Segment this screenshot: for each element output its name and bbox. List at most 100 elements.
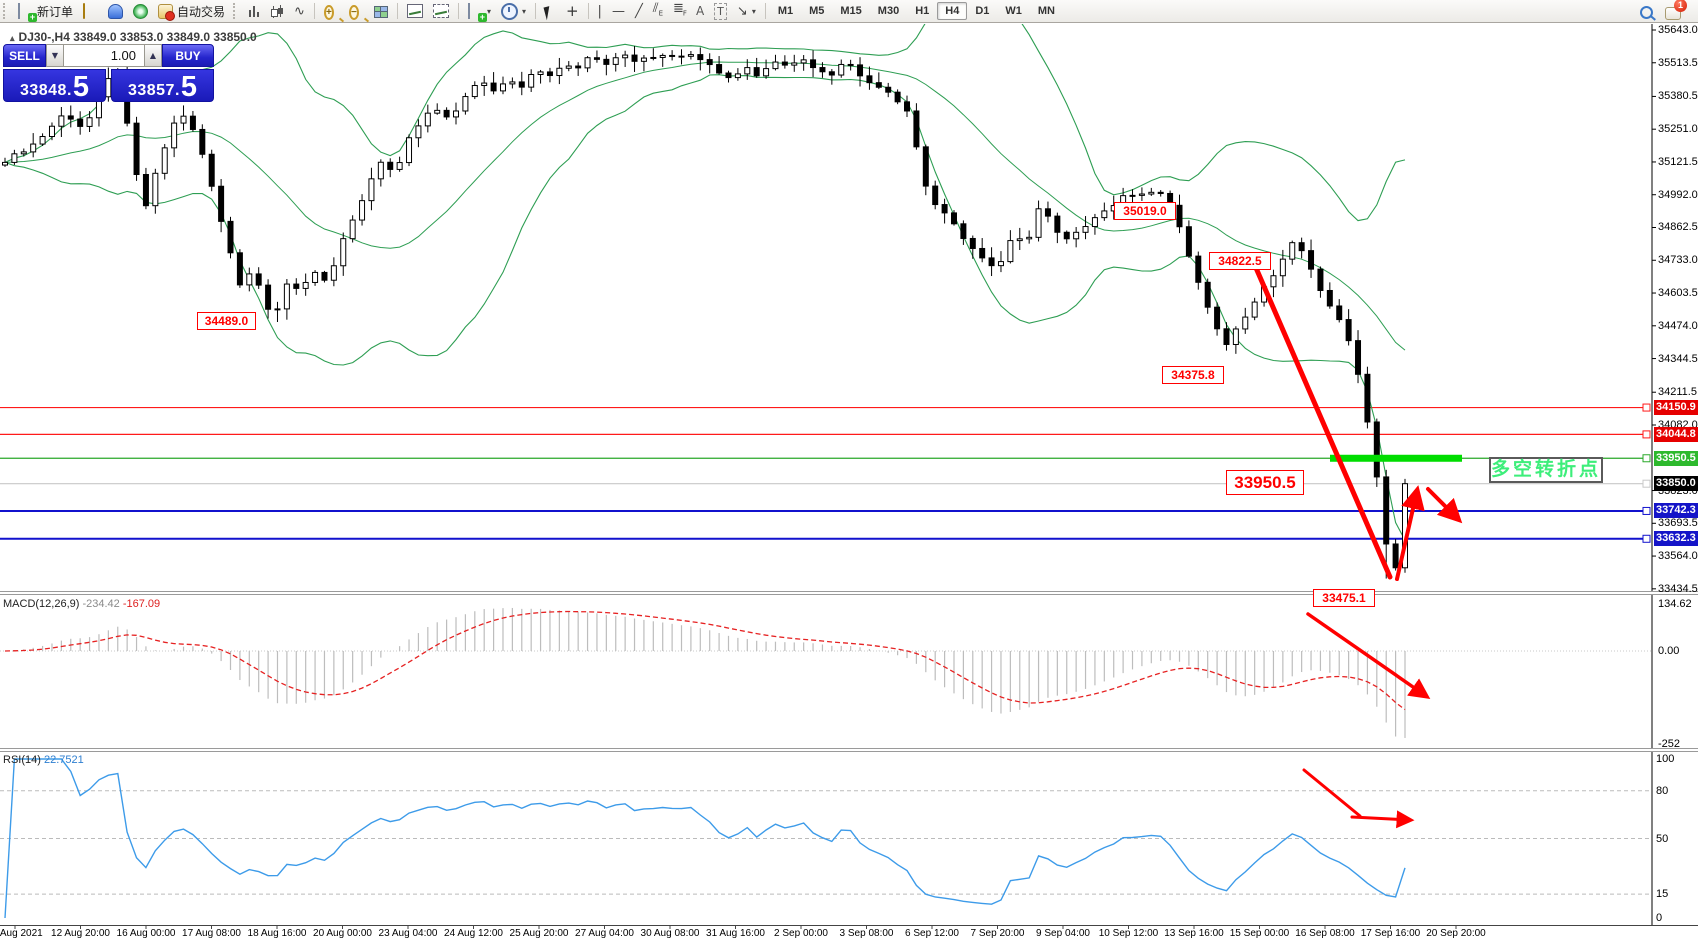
trend-annotation-arrow[interactable]: [1426, 487, 1463, 524]
zoom-in-icon: +: [323, 4, 334, 20]
candle-body: [631, 54, 638, 62]
fibonacci-tool-button[interactable]: ≣F: [668, 0, 691, 23]
price-annotation-label[interactable]: 34489.0: [197, 312, 256, 330]
trend-annotation-arrow[interactable]: [1306, 612, 1431, 699]
bid-price-display[interactable]: 33848. 5: [3, 69, 106, 102]
timeframe-button-W1[interactable]: W1: [1005, 5, 1022, 17]
timeframe-button-H4[interactable]: H4: [937, 2, 968, 20]
indicator-window-button[interactable]: [402, 2, 428, 20]
zoom-in-button[interactable]: +: [319, 2, 344, 21]
tile-windows-button[interactable]: [369, 3, 393, 20]
price-annotation-label[interactable]: 33475.1: [1313, 589, 1375, 607]
price-badge-33742.3: 33742.3: [1654, 503, 1698, 519]
bar-chart-mode-button[interactable]: [243, 3, 266, 20]
new-chart-button[interactable]: + ▾: [463, 2, 496, 22]
candle-body: [1063, 231, 1070, 240]
candle-chart-mode-button[interactable]: [266, 3, 289, 20]
channel-tool-button[interactable]: ⫽E: [648, 0, 668, 23]
rsi-line[interactable]: [4, 758, 1406, 919]
candle-body: [1223, 328, 1230, 345]
candle-body: [697, 54, 704, 61]
buy-button[interactable]: BUY: [162, 44, 214, 67]
gold-button[interactable]: [78, 2, 103, 21]
trend-annotation-arrow[interactable]: [1350, 810, 1415, 829]
candle-body: [499, 83, 506, 92]
accounts-button[interactable]: [103, 2, 128, 21]
trend-annotation-arrow[interactable]: [1250, 258, 1393, 580]
macd-signal-value: -167.09: [122, 598, 161, 610]
sell-button[interactable]: SELL: [3, 44, 46, 67]
candle-body: [321, 271, 328, 281]
timeframe-button-M1[interactable]: M1: [777, 5, 794, 17]
candle-body: [772, 61, 779, 70]
arrows-tool-button[interactable]: ↘ ▾: [736, 3, 756, 19]
candle-body: [340, 238, 347, 267]
price-tick-label: 35513.5: [1658, 56, 1698, 69]
price-annotation-label[interactable]: 34822.5: [1209, 252, 1271, 270]
support-highlight-bar[interactable]: [1330, 454, 1462, 462]
timeframe-button-M5[interactable]: M5: [809, 5, 825, 17]
line-chart-mode-button[interactable]: ∿: [289, 2, 310, 21]
timeframe-button-MN[interactable]: MN: [1037, 5, 1055, 17]
turning-point-note[interactable]: 多空转折点: [1489, 457, 1603, 483]
time-label: 27 Aug 04:00: [575, 928, 634, 939]
hline-anchor[interactable]: [1642, 454, 1651, 463]
bollinger-upper-band[interactable]: [4, 23, 1406, 222]
hline-anchor[interactable]: [1642, 430, 1651, 439]
timeframe-bar: M1 M5 M15 M30 H1 H4 D1 W1 MN: [770, 2, 1063, 20]
timeframe-button-M15[interactable]: M15: [840, 5, 862, 17]
auto-trading-button[interactable]: 自动交易: [153, 1, 230, 22]
hline-anchor[interactable]: [1642, 534, 1651, 543]
zoom-out-button[interactable]: −: [344, 2, 369, 21]
trendline-tool-button[interactable]: ╱: [630, 2, 648, 21]
rsi-panel-separator[interactable]: [0, 748, 1698, 752]
candle-body: [913, 110, 920, 148]
hline-anchor[interactable]: [1642, 506, 1651, 515]
ask-price-display[interactable]: 33857. 5: [111, 69, 214, 102]
new-order-button[interactable]: + 新订单: [13, 1, 78, 22]
crosshair-tool-button[interactable]: +: [561, 2, 584, 21]
period-button[interactable]: ▾: [496, 1, 531, 22]
candle-body: [1317, 268, 1324, 291]
trend-annotation-arrow[interactable]: [1395, 485, 1425, 581]
volume-input[interactable]: 1.00: [64, 44, 144, 67]
candle-body: [58, 115, 65, 127]
macd-signal-line[interactable]: [4, 610, 1406, 711]
timeframe-button-M30[interactable]: M30: [877, 5, 900, 17]
search-button[interactable]: [1640, 4, 1655, 19]
price-annotation-label[interactable]: 33950.5: [1226, 470, 1304, 495]
signals-button[interactable]: [128, 2, 153, 21]
hline-anchor[interactable]: [1642, 479, 1651, 488]
price-annotation-label[interactable]: 34375.8: [1162, 366, 1224, 384]
vline-tool-button[interactable]: |: [593, 2, 607, 21]
candle-body: [904, 101, 911, 112]
candle-body: [1016, 238, 1023, 242]
notifications-button[interactable]: 1: [1665, 0, 1687, 20]
candle-body: [669, 54, 676, 57]
candle-body: [528, 73, 535, 88]
chart-area[interactable]: ▴ DJ30-,H4 33849.0 33853.0 33849.0 33850.…: [0, 23, 1698, 939]
text-tool-button[interactable]: A: [691, 2, 709, 21]
macd-panel-separator[interactable]: [0, 591, 1698, 595]
candle-body: [1101, 210, 1108, 219]
candle-body: [1308, 250, 1315, 270]
bollinger-middle-band[interactable]: [4, 61, 1406, 351]
trend-annotation-arrow[interactable]: [1302, 768, 1362, 818]
price-badge-33632.3: 33632.3: [1654, 531, 1698, 547]
volume-decrease-button[interactable]: ▼: [46, 44, 64, 67]
timeframe-button-H1[interactable]: H1: [915, 5, 930, 17]
price-annotation-label[interactable]: 35019.0: [1114, 202, 1176, 220]
timeframe-button-D1[interactable]: D1: [975, 5, 990, 17]
volume-increase-button[interactable]: ▲: [144, 44, 162, 67]
candle-body: [443, 109, 450, 118]
bollinger-lower-band[interactable]: [4, 74, 1406, 541]
hline-anchor[interactable]: [1642, 403, 1651, 412]
indicator-window-icon: [406, 4, 423, 18]
candle-body: [302, 281, 309, 289]
candle-body: [218, 185, 225, 222]
hline-tool-button[interactable]: —: [607, 2, 630, 21]
candle-body: [1138, 193, 1145, 196]
cursor-tool-button[interactable]: [540, 2, 561, 21]
indicator-list-button[interactable]: [428, 2, 454, 20]
text-label-tool-button[interactable]: T: [709, 1, 732, 22]
